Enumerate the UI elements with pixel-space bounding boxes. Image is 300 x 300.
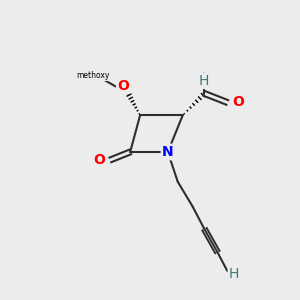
Text: methoxy: methoxy	[76, 71, 109, 80]
Text: H: H	[198, 74, 209, 88]
Text: H: H	[229, 267, 239, 281]
Text: O: O	[94, 153, 105, 167]
Text: O: O	[117, 79, 129, 93]
Text: O: O	[232, 95, 244, 110]
Text: methoxy: methoxy	[90, 77, 109, 81]
Text: N: N	[162, 145, 174, 159]
